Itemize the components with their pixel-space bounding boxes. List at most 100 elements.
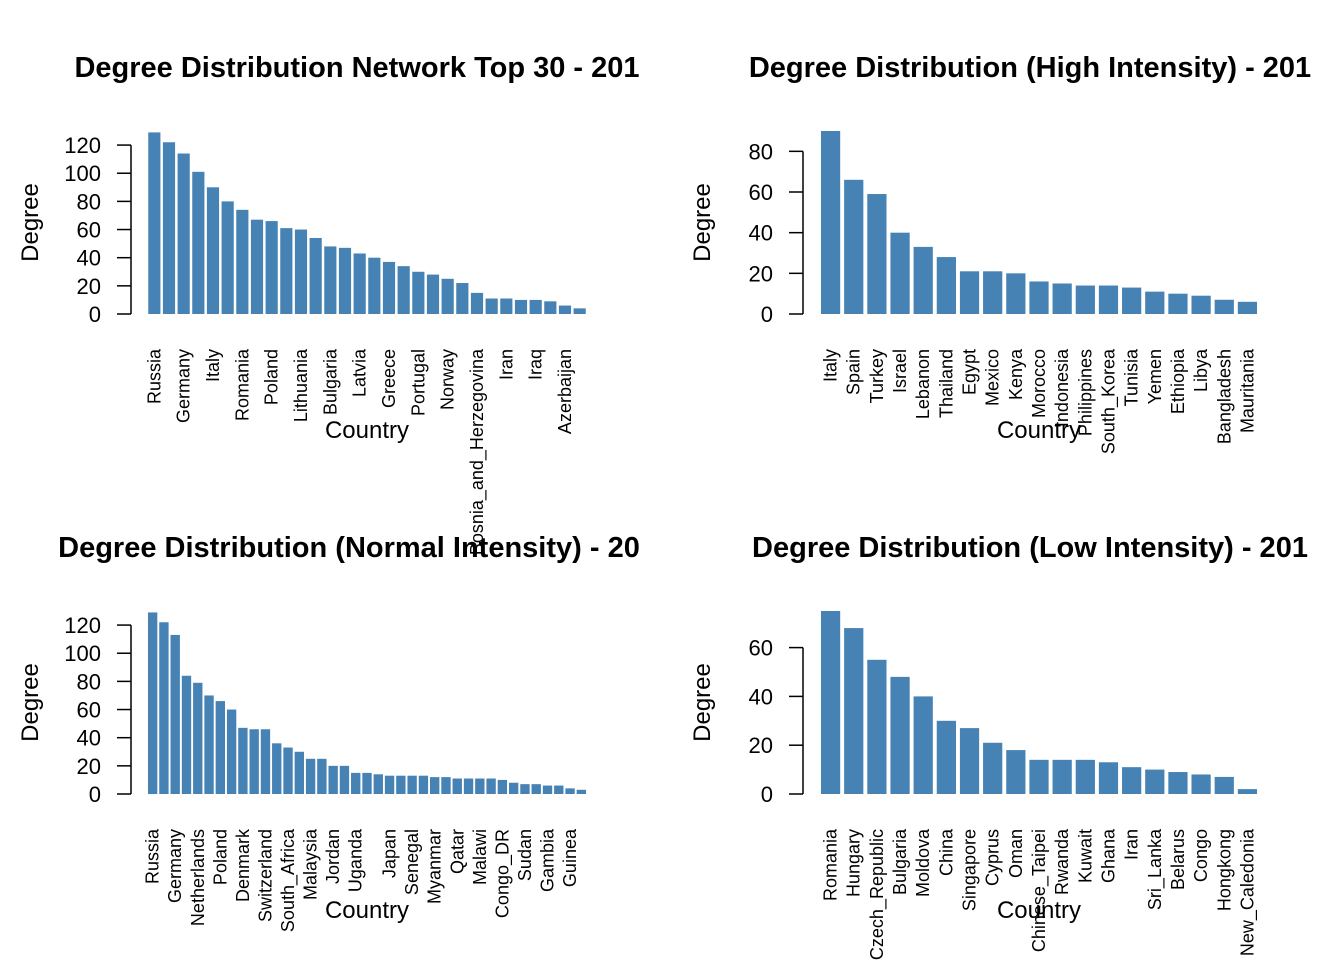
bar: [544, 301, 557, 314]
y-axis-label: Degree: [689, 183, 716, 262]
y-tick-label: 80: [749, 139, 773, 164]
bar: [1075, 285, 1095, 314]
bar: [1029, 759, 1049, 794]
y-tick-label: 80: [77, 669, 101, 694]
chart-title: Degree Distribution (High Intensity) - 2…: [749, 52, 1311, 84]
bar: [1214, 299, 1234, 314]
bar: [1098, 285, 1119, 314]
bar: [226, 709, 237, 794]
x-tick-label: Mauritania: [1237, 348, 1257, 433]
x-tick-label: Iran: [496, 349, 516, 380]
bar: [913, 246, 933, 314]
x-tick-label: Morocco: [1029, 349, 1049, 418]
bar: [558, 305, 572, 314]
x-tick-label: Azerbaijan: [555, 349, 575, 434]
bar: [283, 747, 293, 794]
x-tick-label: Iraq: [526, 349, 546, 380]
bar: [565, 788, 575, 794]
bar: [486, 778, 496, 794]
bar: [407, 775, 417, 794]
bar: [1191, 774, 1211, 794]
x-tick-label: Oman: [1006, 829, 1026, 878]
y-tick-label: 0: [89, 782, 101, 807]
bar: [441, 278, 454, 314]
bar: [1145, 769, 1165, 794]
x-tick-label: Greece: [379, 349, 399, 408]
bar: [983, 742, 1003, 794]
x-tick-label: Ghana: [1098, 828, 1118, 883]
x-axis-label: Country: [997, 417, 1081, 444]
y-tick-label: 20: [749, 261, 773, 286]
bar: [170, 634, 180, 794]
x-tick-label: South_Africa: [278, 828, 299, 932]
bar: [238, 727, 248, 794]
y-tick-label: 60: [77, 218, 101, 243]
bar: [373, 774, 383, 794]
x-tick-label: Russia: [143, 828, 163, 884]
x-tick-label: Yemen: [1145, 349, 1165, 404]
x-tick-label: Moldova: [913, 828, 933, 897]
x-tick-label: Bulgaria: [890, 828, 910, 895]
bar: [280, 228, 293, 314]
y-tick-label: 100: [64, 641, 101, 666]
x-tick-label: Japan: [380, 829, 400, 878]
bar: [294, 229, 308, 314]
bar: [1006, 273, 1026, 314]
bar: [983, 271, 1003, 314]
bar: [913, 696, 933, 794]
bar: [500, 298, 513, 314]
bar: [351, 772, 361, 794]
x-tick-label: Malaysia: [301, 828, 321, 900]
bar: [890, 676, 910, 794]
x-tick-label: Jordan: [323, 829, 343, 884]
bar: [328, 765, 338, 794]
y-tick-label: 60: [749, 180, 773, 205]
x-tick-label: Sudan: [515, 829, 535, 881]
bar: [520, 784, 530, 794]
bar: [529, 299, 542, 314]
y-tick-label: 20: [77, 274, 101, 299]
x-tick-label: Congo_DR: [492, 829, 513, 918]
bar: [396, 775, 406, 794]
y-tick-label: 40: [77, 726, 101, 751]
x-tick-label: Portugal: [408, 349, 428, 416]
bar: [554, 785, 564, 794]
x-tick-label: Israel: [890, 349, 910, 393]
bar: [317, 758, 327, 794]
x-tick-label: Latvia: [350, 348, 370, 397]
bar: [193, 682, 203, 794]
bar: [1237, 789, 1258, 794]
bar: [1006, 750, 1026, 794]
y-tick-label: 0: [761, 302, 773, 327]
bar: [384, 775, 395, 794]
bar: [441, 777, 451, 794]
y-tick-label: 120: [64, 613, 101, 638]
y-axis-label: Degree: [17, 183, 44, 262]
y-tick-label: 120: [64, 133, 101, 158]
y-tick-label: 40: [749, 684, 773, 709]
x-tick-label: Sri_Lanka: [1145, 828, 1166, 910]
bar: [1168, 293, 1188, 314]
bar: [177, 153, 190, 314]
y-tick-label: 60: [749, 636, 773, 661]
bar: [221, 201, 234, 314]
bar: [959, 728, 980, 794]
bar: [890, 232, 910, 314]
x-tick-label: Singapore: [960, 829, 980, 911]
x-tick-label: Libya: [1191, 348, 1211, 392]
x-tick-label: Kuwait: [1075, 829, 1095, 883]
y-tick-label: 100: [64, 161, 101, 186]
y-tick-label: 20: [749, 733, 773, 758]
bar: [309, 237, 322, 314]
bar: [181, 675, 192, 794]
x-tick-label: Italy: [821, 349, 841, 382]
bar: [147, 612, 158, 794]
bar: [576, 789, 587, 794]
bar: [959, 271, 980, 314]
x-tick-label: Belarus: [1168, 829, 1188, 890]
x-tick-label: Gambia: [538, 828, 558, 892]
bar: [470, 292, 484, 314]
x-tick-label: Philippines: [1075, 349, 1095, 436]
x-tick-label: Mexico: [983, 349, 1003, 406]
x-tick-label: Turkey: [867, 349, 887, 403]
